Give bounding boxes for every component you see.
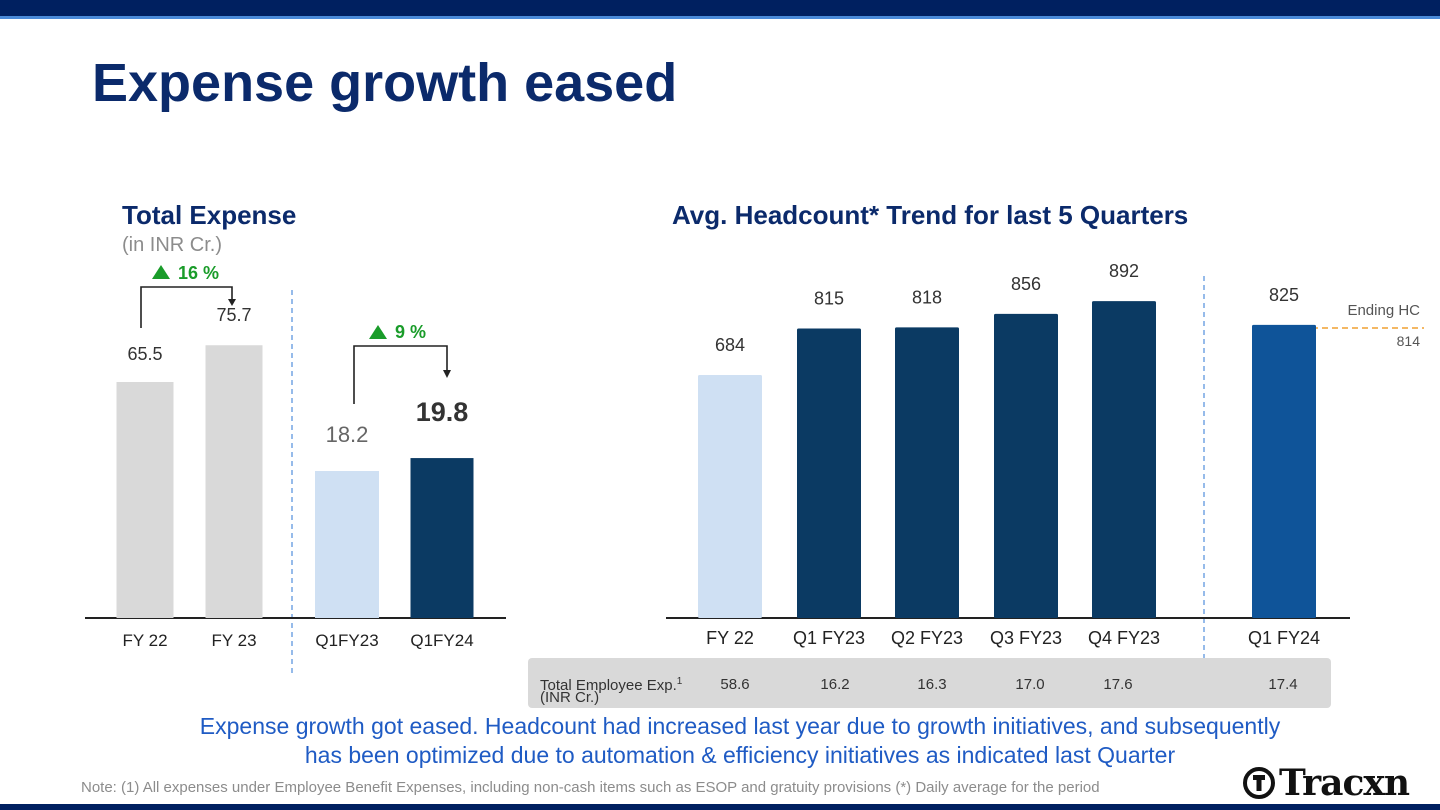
bar-q3fy23 (994, 313, 1058, 618)
page-title: Expense growth eased (92, 53, 678, 113)
bar-fy23 (205, 345, 263, 618)
employee-expense-value: 17.4 (1268, 676, 1298, 693)
category-label: Q1FY23 (315, 631, 378, 650)
category-label: Q3 FY23 (990, 628, 1062, 648)
bar-value-label: 856 (1011, 274, 1041, 294)
tracxn-logo: Tracxn (1243, 762, 1410, 804)
bar-value-label: 818 (912, 287, 942, 307)
bar-q1fy23 (315, 471, 379, 618)
employee-expense-label: Total Employee Exp.1 (INR Cr.) (540, 676, 683, 706)
employee-expense-value: 16.3 (917, 676, 947, 693)
bar-q2fy23 (895, 327, 959, 618)
bar-q4fy23 (1092, 301, 1156, 618)
bar-value-label: 892 (1109, 261, 1139, 281)
bottom-banner (0, 804, 1440, 810)
employee-expense-value: 16.2 (820, 676, 850, 693)
category-label: Q1FY24 (410, 631, 473, 650)
left-chart-subtitle: (in INR Cr.) (122, 234, 222, 256)
growth-arrow-quarter: 9 % (353, 322, 451, 404)
left-chart-title: Total Expense (122, 200, 297, 230)
growth-quarter-label: 9 % (395, 322, 426, 342)
bar-value-label: 75.7 (216, 305, 251, 325)
bar-q1fy24 (1252, 324, 1316, 618)
employee-expense-value: 17.0 (1015, 676, 1045, 693)
up-triangle-icon (152, 265, 170, 279)
headcount-chart: Ending HC 814 684 FY 22 815 Q1 FY23 818 Q2 FY… (666, 261, 1424, 658)
category-label: Q1 FY23 (793, 628, 865, 648)
category-label: FY 22 (122, 631, 167, 650)
footnote: Note: (1) All expenses under Employee Be… (81, 779, 1100, 796)
bar-value-label: 19.8 (416, 397, 469, 427)
ending-hc-label: Ending HC (1347, 302, 1420, 319)
growth-arrow-annual: 16 % (140, 263, 236, 328)
growth-annual-label: 16 % (178, 263, 219, 283)
employee-expense-value: 58.6 (720, 676, 750, 693)
category-label: FY 23 (211, 631, 256, 650)
tracxn-logo-text: Tracxn (1279, 762, 1410, 804)
employee-expense-value: 17.6 (1103, 676, 1133, 693)
category-label: FY 22 (706, 628, 754, 648)
ending-hc-value: 814 (1397, 333, 1421, 349)
summary-line: Expense growth got eased. Headcount had … (199, 713, 1281, 739)
total-expense-chart: 16 % 9 % 65.5 FY 22 75.7 FY 23 18.2 Q1FY23 19.… (85, 263, 506, 676)
footnote-marker: 1 (676, 676, 683, 687)
category-label: Q2 FY23 (891, 628, 963, 648)
bar-value-label: 815 (814, 288, 844, 308)
category-label: Q1 FY24 (1248, 628, 1320, 648)
tracxn-logo-icon (1243, 767, 1275, 799)
category-label: Q4 FY23 (1088, 628, 1160, 648)
top-banner (0, 0, 1440, 16)
bar-value-label: 825 (1269, 285, 1299, 305)
employee-expense-unit: (INR Cr.) (540, 689, 600, 706)
summary-text: Expense growth got eased. Headcount had … (100, 712, 1380, 770)
employee-expense-label-text: Total Employee Exp. (540, 677, 677, 694)
bar-q1fy24 (410, 458, 474, 618)
bar-value-label: 18.2 (326, 422, 369, 447)
bar-fy22 (116, 382, 174, 618)
summary-line: has been optimized due to automation & e… (304, 742, 1176, 768)
up-triangle-icon (369, 325, 387, 339)
top-accent-line (0, 16, 1440, 19)
employee-expense-row (528, 658, 1331, 708)
bar-fy22 (698, 375, 762, 618)
bar-value-label: 684 (715, 335, 745, 355)
bar-q1fy23 (797, 328, 861, 618)
bar-value-label: 65.5 (127, 344, 162, 364)
right-chart-title: Avg. Headcount* Trend for last 5 Quarter… (672, 200, 1189, 230)
